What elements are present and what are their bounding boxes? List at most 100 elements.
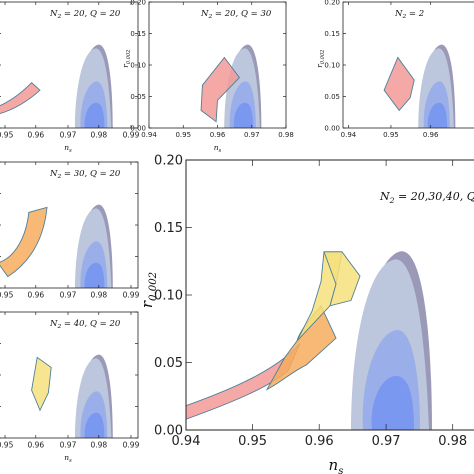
x-tick-label: 0.96: [305, 434, 334, 449]
x-tick-label: 0.96: [210, 131, 226, 139]
x-tick-label: 0.97: [372, 434, 401, 449]
x-tick-label: 0.97: [60, 131, 77, 140]
panel-title: N2 = 20, Q = 30: [200, 9, 272, 20]
title-rest: = 20, Q = 30: [212, 9, 272, 19]
x-tick-label: 0.94: [341, 131, 357, 139]
plot-area: [0, 312, 138, 438]
panel-title: N2 = 20, Q = 20: [49, 9, 121, 20]
title-rest: = 20,30,40, Q =: [395, 190, 474, 203]
y-tick-label: 0.15: [154, 221, 183, 236]
x-tick-label: 0.98: [90, 131, 107, 140]
x-tick-label: 0.99: [123, 131, 140, 140]
title-rest: = 30, Q = 20: [61, 169, 121, 179]
plot-area: [0, 2, 138, 128]
panel-title: N2 = 20,30,40, Q =: [379, 190, 474, 205]
y-tick-label: 0.15: [130, 30, 146, 38]
x-tick-label: 0.95: [0, 441, 14, 450]
x-axis-label-sub: s: [338, 466, 343, 474]
x-tick-label: 0.95: [383, 131, 399, 139]
x-tick-label: 0.96: [27, 131, 44, 140]
x-axis-label-base: n: [64, 143, 69, 152]
x-tick-label: 0.96: [27, 441, 44, 450]
y-tick-label: 0.00: [130, 124, 146, 132]
x-tick-label: 0.95: [175, 131, 191, 139]
title-sub: 2: [56, 323, 61, 330]
x-tick-label: 0.98: [278, 131, 294, 139]
y-axis-label-sub: 0.002: [320, 50, 326, 65]
title-n: N: [49, 9, 58, 19]
plot-area: [0, 162, 138, 288]
y-tick-label: 0.05: [324, 93, 340, 101]
panel-middle-left: 0.95 0.96 0.97 0.98 0.99 N2 = 30, Q = 20: [0, 161, 140, 300]
model-band-red: [383, 56, 415, 112]
x-tick-label: 0.98: [90, 441, 107, 450]
planck-core-contour: [427, 102, 448, 128]
x-axis-label: ns: [214, 143, 222, 154]
plot-content: [0, 44, 113, 128]
y-tick-label: 0.05: [130, 93, 146, 101]
y-tick-label: 0.10: [154, 289, 183, 304]
model-band-red: [0, 82, 41, 115]
y-tick-label: 0.10: [130, 61, 146, 69]
x-axis-label-sub: s: [69, 148, 72, 154]
x-axis-label: ns: [329, 456, 344, 474]
plot-content: [31, 354, 113, 438]
model-band-orange: [0, 206, 48, 278]
x-tick-label: 0.97: [60, 441, 77, 450]
title-n: N: [49, 169, 58, 179]
panel-top-left: 0.95 0.96 0.97 0.98 0.99 ns N2 = 20, Q = 20: [0, 1, 140, 154]
plot-content: [200, 44, 262, 128]
x-tick-label: 0.94: [172, 434, 201, 449]
x-axis-label-base: n: [329, 456, 339, 474]
title-rest: = 2: [406, 9, 424, 19]
model-band-yellow: [31, 356, 52, 412]
model-band-yellow-upper: [323, 251, 361, 307]
y-axis-label-base: r: [121, 64, 130, 68]
panel-top-center: 0.94 0.95 0.96 0.97 0.98 0.00 0.05 0.10 0.15 0.20…: [121, 0, 294, 154]
title-sub: 2: [56, 173, 61, 180]
x-tick-label: 0.99: [123, 441, 140, 450]
x-tick-label: 0.98: [90, 291, 107, 300]
y-axis-label-sub: 0.002: [126, 50, 132, 65]
panel-top-right: 0.94 0.95 0.96 0.00 0.05 0.10 0.15 0.20 r0.002 N2…: [315, 0, 474, 139]
y-tick-label: 0.10: [324, 61, 340, 69]
y-axis-label: r0.002: [121, 50, 132, 68]
title-n: N: [200, 9, 209, 19]
planck-core-contour: [371, 376, 414, 430]
title-sub: 2: [401, 13, 406, 20]
y-tick-label: 0.00: [324, 124, 340, 132]
x-axis-label-sub: s: [219, 148, 222, 154]
planck-core-contour: [84, 102, 105, 128]
x-tick-label: 0.97: [60, 291, 77, 300]
y-axis-label-base: r: [138, 300, 156, 308]
x-tick-label: 0.98: [438, 434, 467, 449]
y-tick-label: 0.20: [154, 154, 183, 169]
title-rest: = 40, Q = 20: [61, 319, 121, 329]
plot-content: [0, 204, 113, 288]
x-tick-label: 0.99: [123, 291, 140, 300]
planck-core-contour: [233, 102, 254, 128]
plot-area: [149, 2, 286, 128]
x-axis-label: ns: [64, 453, 72, 464]
panel-title: N2 = 30, Q = 20: [49, 169, 121, 180]
y-tick-label: 0.05: [154, 356, 183, 371]
x-tick-label: 0.97: [244, 131, 260, 139]
y-tick-label: 0.20: [324, 0, 340, 6]
x-tick-label: 0.96: [27, 291, 44, 300]
x-tick-label: 0.95: [238, 434, 267, 449]
x-tick-label: 0.94: [141, 131, 157, 139]
x-axis-label-base: n: [64, 453, 69, 462]
y-axis-label: r0.002: [315, 50, 326, 68]
planck-core-contour: [84, 262, 105, 288]
y-tick-label: 0.00: [154, 424, 183, 439]
x-axis-label-sub: s: [69, 458, 72, 464]
title-sub: 2: [389, 196, 395, 205]
title-rest: = 20, Q = 20: [61, 9, 121, 19]
plot-content: [186, 251, 432, 430]
title-sub: 2: [207, 13, 212, 20]
model-band-red: [200, 56, 241, 123]
x-tick-label: 0.95: [0, 291, 14, 300]
x-axis-label-base: n: [214, 143, 219, 152]
panel-title: N2 = 2: [394, 9, 424, 20]
